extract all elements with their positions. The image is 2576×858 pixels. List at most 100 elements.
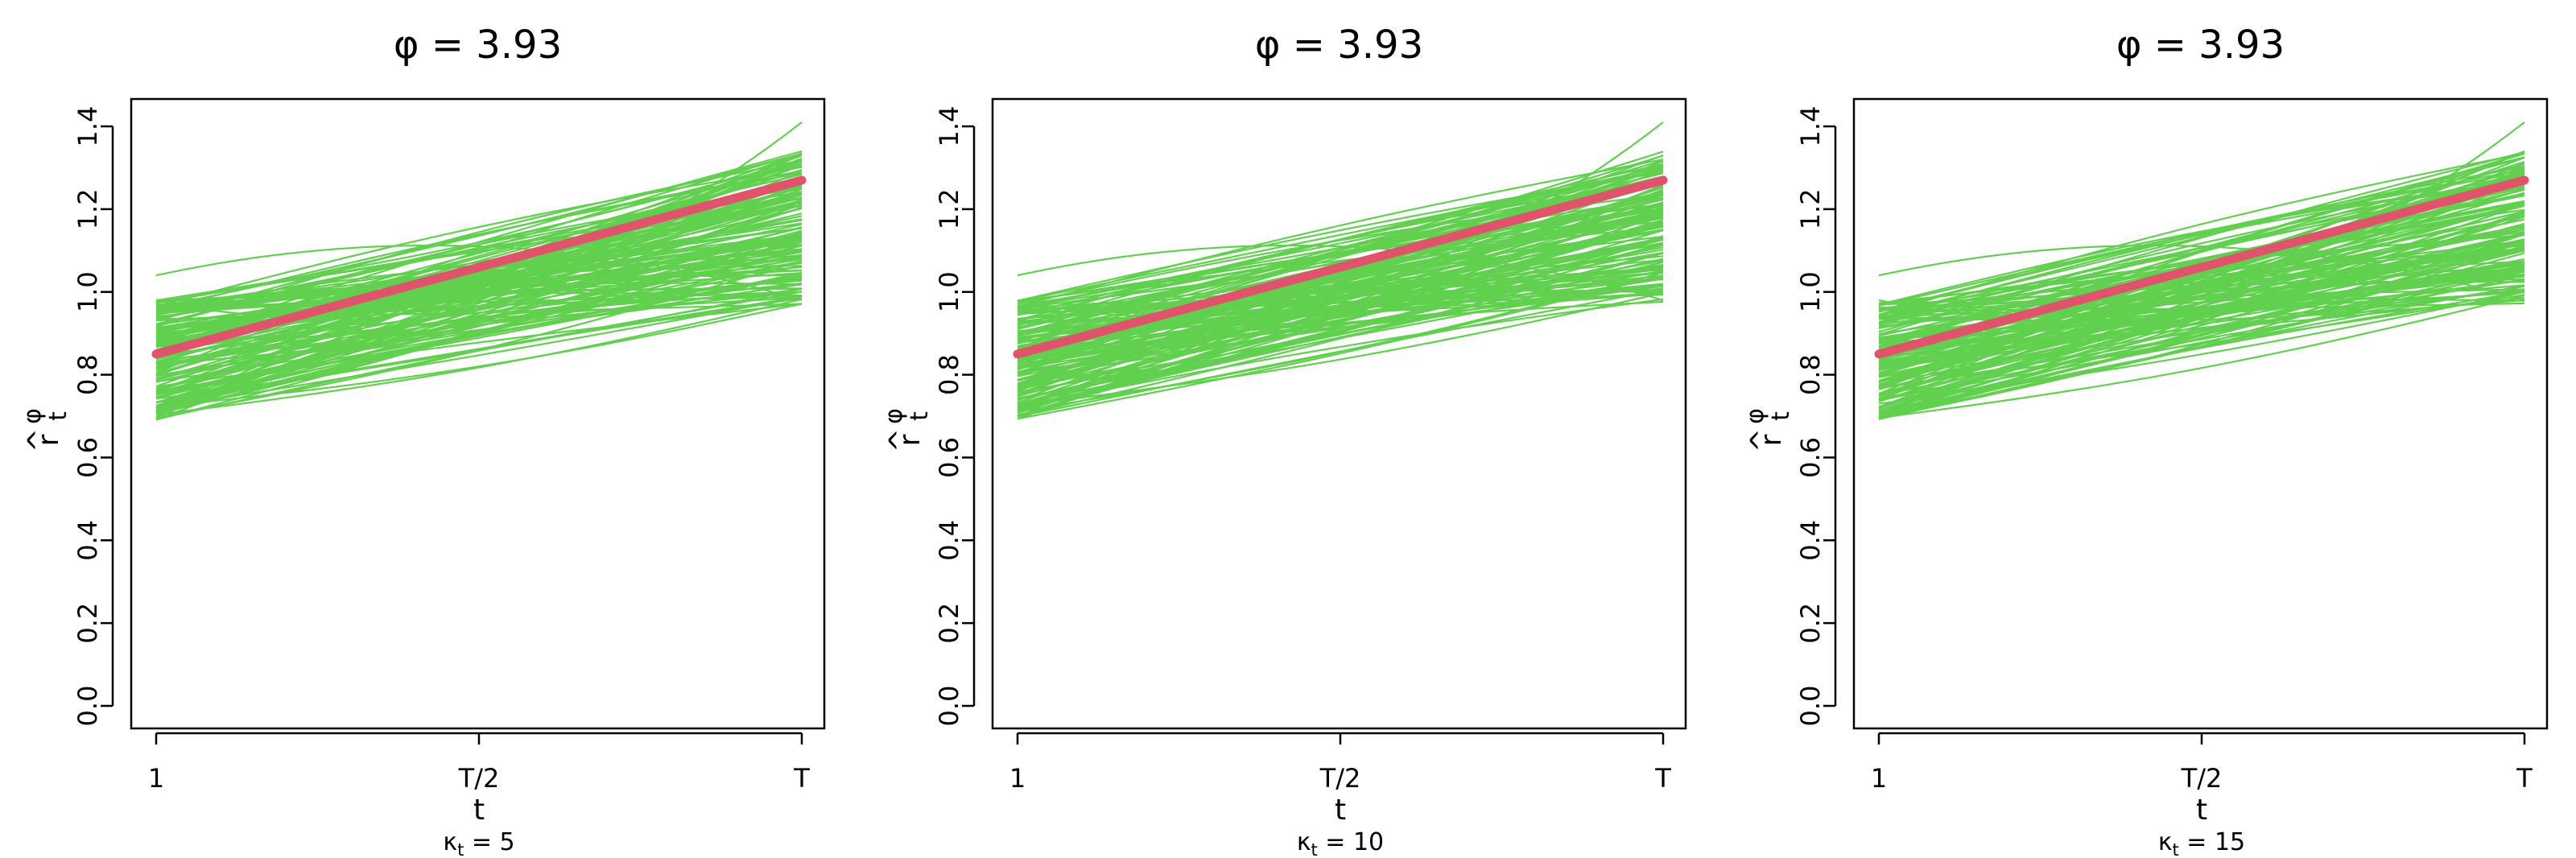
- y-tick-label: 1.4: [934, 106, 964, 147]
- subtitle-suffix: = 10: [1318, 828, 1384, 856]
- y-label-superscript: φ: [1741, 408, 1769, 424]
- y-tick-label: 0.0: [934, 686, 964, 727]
- x-axis: 1 T/2 T: [1009, 732, 1671, 794]
- x-tick-label: T: [2516, 763, 2533, 794]
- chart-panel-kappa-5: 0.00.20.40.60.81.01.21.41 T/2 Tφ = 3.93tκt…: [19, 23, 826, 858]
- y-tick-label: 0.0: [1795, 686, 1826, 727]
- x-tick-label: 1: [148, 763, 164, 794]
- outlier-sample-curve: [1017, 244, 1664, 302]
- sample-curve: [1878, 239, 2525, 411]
- y-tick-label: 1.2: [1795, 188, 1826, 229]
- subtitle-suffix: = 15: [2179, 828, 2245, 856]
- sample-curve: [1017, 170, 1664, 303]
- x-axis: 1 T/2 T: [1871, 732, 2533, 794]
- x-tick-label: T/2: [458, 763, 500, 794]
- sample-curve: [155, 287, 803, 315]
- y-axis-label: r^ φt: [1741, 408, 1795, 452]
- outlier-sample-curve: [1878, 122, 2525, 318]
- sample-curve: [1878, 232, 2525, 386]
- y-label-accent: ^: [884, 428, 917, 452]
- y-tick-label: 0.6: [72, 437, 103, 478]
- y-label-subscript: t: [906, 411, 934, 421]
- subtitle-symbol: κ: [1297, 828, 1311, 856]
- sample-curve: [1017, 298, 1664, 408]
- outlier-sample-curve: [155, 244, 803, 302]
- sample-curve: [1017, 288, 1664, 418]
- sample-curve: [1017, 209, 1664, 357]
- sample-curve: [1878, 152, 2525, 316]
- outlier-sample-curve: [1878, 244, 2525, 302]
- y-label-subscript: t: [44, 411, 72, 421]
- sample-curve: [1878, 295, 2525, 419]
- truth-curve: [151, 175, 807, 359]
- y-tick-label: 1.4: [72, 106, 103, 147]
- sample-curve: [155, 177, 803, 395]
- chart-title: φ = 3.93: [2116, 23, 2285, 68]
- sample-curve: [1017, 177, 1664, 314]
- sample-curve: [1017, 171, 1664, 302]
- sample-curve: [155, 196, 803, 342]
- sample-curve: [1878, 291, 2525, 405]
- sample-curve: [1017, 188, 1664, 418]
- sample-curve: [1017, 201, 1664, 410]
- y-axis: 0.0 0.2 0.4 0.6 0.8 1.0 1.2 1.4: [72, 106, 114, 727]
- y-label-superscript: φ: [19, 408, 47, 424]
- sample-curve: [1878, 260, 2525, 369]
- y-tick-label: 0.8: [934, 354, 964, 395]
- sample-curve: [1878, 245, 2525, 414]
- y-tick-label: 0.2: [934, 603, 964, 644]
- y-tick-label: 1.2: [72, 188, 103, 229]
- subtitle-kappa: κt = 5: [443, 828, 514, 858]
- y-axis: 0.0 0.2 0.4 0.6 0.8 1.0 1.2 1.4: [934, 106, 976, 727]
- y-label-main: r: [1755, 434, 1788, 446]
- y-label-subscript: t: [1767, 411, 1795, 421]
- subtitle-subscript: t: [2173, 840, 2179, 858]
- sample-curve: [1017, 244, 1664, 390]
- subtitle-symbol: κ: [2158, 828, 2173, 856]
- sample-curve: [1017, 214, 1664, 313]
- y-label-main: r: [32, 434, 65, 446]
- sample-curve: [155, 298, 803, 416]
- chart-panel-kappa-15: 0.00.20.40.60.81.01.21.41 T/2 Tφ = 3.93tκt…: [1741, 23, 2549, 858]
- sample-curve: [1878, 179, 2525, 419]
- x-tick-label: T: [793, 763, 810, 794]
- y-tick-label: 1.0: [72, 271, 103, 312]
- sample-curve: [1878, 247, 2525, 310]
- sample-curve: [1878, 193, 2525, 329]
- sample-curve: [1017, 291, 1664, 407]
- sample-curve: [1878, 267, 2525, 419]
- x-axis-label: t: [2196, 794, 2207, 827]
- y-tick-label: 0.6: [934, 437, 964, 478]
- x-tick-label: T/2: [2181, 763, 2223, 794]
- sample-curve: [155, 287, 803, 400]
- sample-curve: [1878, 288, 2525, 363]
- y-tick-label: 0.4: [934, 520, 964, 561]
- x-axis-label: t: [473, 794, 485, 827]
- plot-frame: [991, 97, 1687, 730]
- y-label-accent: ^: [1745, 428, 1778, 452]
- y-axis: 0.0 0.2 0.4 0.6 0.8 1.0 1.2 1.4: [1795, 106, 1837, 727]
- sample-curve: [1017, 223, 1664, 375]
- subtitle-symbol: κ: [443, 828, 457, 856]
- x-axis: 1 T/2 T: [148, 732, 810, 794]
- sample-curve: [1878, 168, 2525, 320]
- y-tick-label: 1.4: [1795, 106, 1826, 147]
- subtitle-subscript: t: [457, 840, 464, 858]
- y-tick-label: 0.0: [72, 686, 103, 727]
- x-tick-label: T/2: [1319, 763, 1361, 794]
- y-tick-label: 0.4: [1795, 520, 1826, 561]
- sample-curve: [155, 159, 803, 339]
- sample-curve: [155, 296, 803, 410]
- outlier-sample-curve: [155, 122, 803, 318]
- plot-frame: [130, 97, 826, 730]
- sample-curve: [1878, 274, 2525, 317]
- x-axis-label: t: [1335, 794, 1346, 827]
- x-tick-label: T: [1654, 763, 1671, 794]
- sample-curve: [1017, 211, 1664, 420]
- chart-panel-kappa-10: 0.00.20.40.60.81.01.21.41 T/2 Tφ = 3.93tκt…: [880, 23, 1687, 858]
- y-tick-label: 0.2: [72, 603, 103, 644]
- y-axis-label: r^ φt: [19, 408, 72, 452]
- subtitle-kappa: κt = 10: [1297, 828, 1384, 858]
- y-axis-label: r^ φt: [880, 408, 934, 452]
